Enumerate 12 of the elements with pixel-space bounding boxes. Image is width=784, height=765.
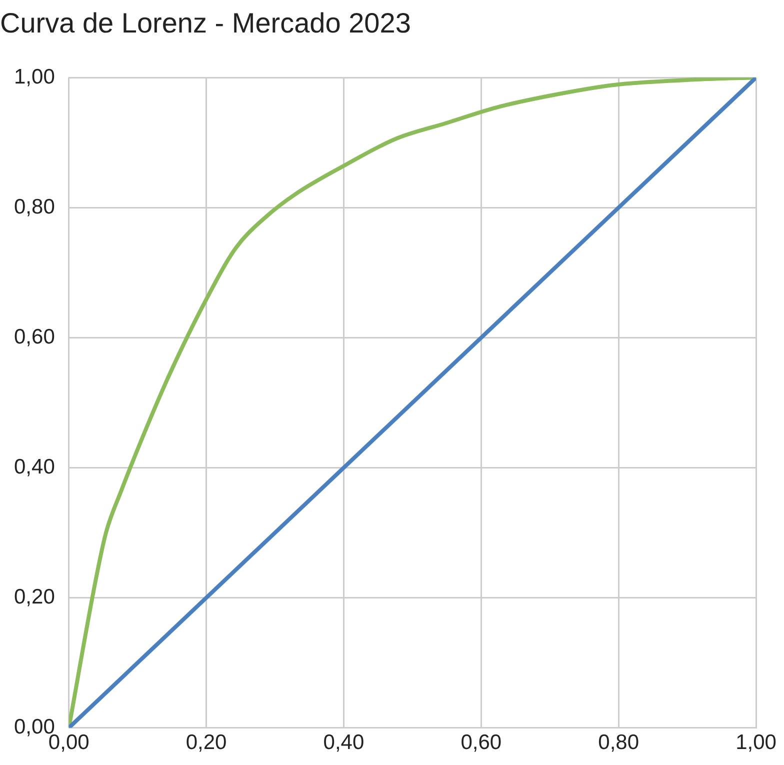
y-tick-label: 0,80 xyxy=(14,195,55,218)
y-tick-label: 0,60 xyxy=(14,325,55,348)
y-tick-label: 1,00 xyxy=(14,65,55,88)
x-tick-label: 0,60 xyxy=(460,731,502,754)
x-tick-label: 1,00 xyxy=(736,731,776,754)
x-tick-label: 0,80 xyxy=(598,731,640,754)
x-tick-label: 0,40 xyxy=(323,731,364,754)
y-tick-label: 0,20 xyxy=(14,586,55,609)
chart-title: Curva de Lorenz - Mercado 2023 xyxy=(0,8,411,39)
x-tick-label: 0,20 xyxy=(186,731,227,754)
y-tick-label: 0,40 xyxy=(14,456,55,479)
line-series xyxy=(68,78,756,728)
